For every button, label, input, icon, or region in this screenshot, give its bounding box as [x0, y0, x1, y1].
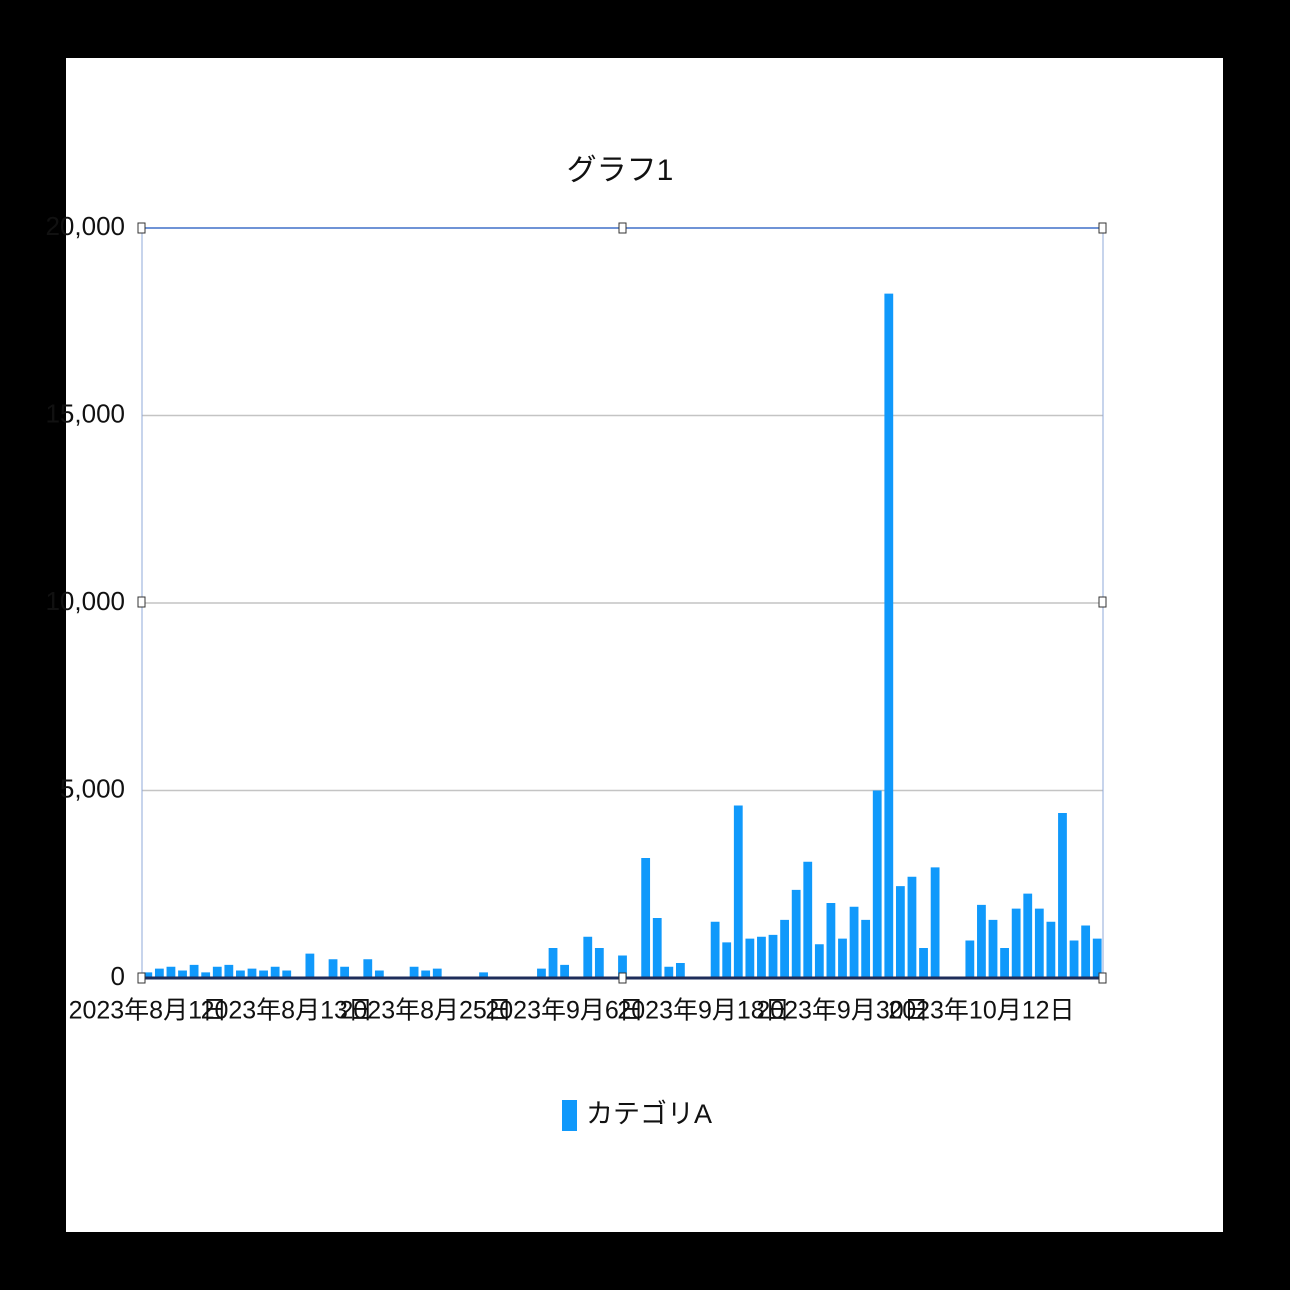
bar [988, 919, 998, 978]
bar [236, 970, 245, 978]
bar [166, 966, 176, 978]
bar [664, 966, 674, 978]
bar [930, 867, 940, 978]
bar [374, 970, 384, 978]
bar [224, 964, 234, 978]
bar [247, 968, 257, 978]
bar [1000, 948, 1009, 978]
bar [733, 805, 743, 978]
y-tick-label: 20,000 [45, 211, 125, 241]
bar [340, 966, 350, 978]
bar [722, 942, 732, 978]
bar [618, 955, 627, 978]
handle [1098, 596, 1107, 608]
bar [479, 972, 488, 978]
bar [409, 966, 419, 978]
y-tick-label: 15,000 [45, 398, 125, 428]
bar [363, 959, 373, 978]
bar [965, 940, 975, 978]
bar [757, 936, 766, 978]
bar [641, 858, 651, 978]
bar [201, 972, 211, 978]
labels: 05,00010,00015,00020,0002023年8月1日2023年8月… [45, 211, 1075, 1131]
handle [1098, 972, 1107, 984]
x-tick-label: 2023年10月12日 [888, 997, 1074, 1025]
chart-background [66, 58, 1223, 1232]
bar [977, 904, 986, 978]
bar [675, 963, 685, 978]
bar [259, 970, 268, 978]
bar [1069, 940, 1079, 978]
bar [652, 918, 662, 978]
handle [1098, 222, 1107, 234]
bar [780, 919, 789, 978]
bar [1046, 921, 1056, 978]
x-tick-label: 2023年8月13日 [201, 997, 373, 1025]
bar [560, 964, 570, 978]
bar [791, 889, 801, 978]
chart-title: グラフ1 [567, 154, 674, 187]
bar [594, 948, 604, 978]
bar [189, 964, 199, 978]
x-tick-label: 2023年9月30日 [756, 997, 928, 1025]
x-tick-label: 2023年9月6日 [485, 997, 643, 1025]
bar [537, 968, 546, 978]
bar [849, 906, 859, 978]
bar [872, 790, 882, 978]
handle [618, 972, 627, 984]
y-tick-label: 10,000 [45, 586, 125, 616]
y-tick-label: 0 [111, 961, 125, 991]
y-tick-label: 5,000 [60, 773, 125, 803]
bar [1081, 925, 1091, 978]
bar [1034, 908, 1044, 978]
bar [1058, 813, 1067, 978]
bar [1011, 908, 1021, 978]
handle [137, 596, 146, 608]
bar [895, 886, 905, 978]
bar [919, 948, 928, 978]
bar [548, 948, 558, 978]
bar [884, 293, 894, 978]
selection-handles [137, 222, 1107, 984]
bar [826, 903, 836, 978]
bar [583, 936, 593, 978]
bar [305, 953, 315, 978]
bar [421, 970, 431, 978]
bar [212, 966, 222, 978]
handle [137, 972, 146, 984]
bar [803, 861, 813, 978]
bar [1023, 893, 1033, 978]
handle [618, 222, 627, 234]
bar [814, 944, 824, 978]
bar [282, 970, 292, 978]
bar [432, 968, 442, 978]
bar [861, 919, 871, 978]
bar [745, 938, 755, 978]
bar [1092, 938, 1102, 978]
bar [143, 972, 153, 978]
bar [178, 970, 187, 978]
x-tick-label: 2023年8月25日 [340, 997, 512, 1025]
bar [907, 876, 917, 978]
bar [328, 959, 338, 978]
bar [768, 934, 778, 978]
legend-label: カテゴリA [586, 1099, 712, 1129]
x-tick-label: 2023年9月18日 [617, 997, 789, 1025]
bar [270, 966, 280, 978]
bar [710, 921, 720, 978]
bar [154, 968, 164, 978]
bar [838, 938, 847, 978]
x-tick-label: 2023年8月1日 [69, 997, 227, 1025]
legend-swatch [562, 1100, 577, 1131]
handle [137, 222, 146, 234]
bars [143, 293, 1102, 978]
